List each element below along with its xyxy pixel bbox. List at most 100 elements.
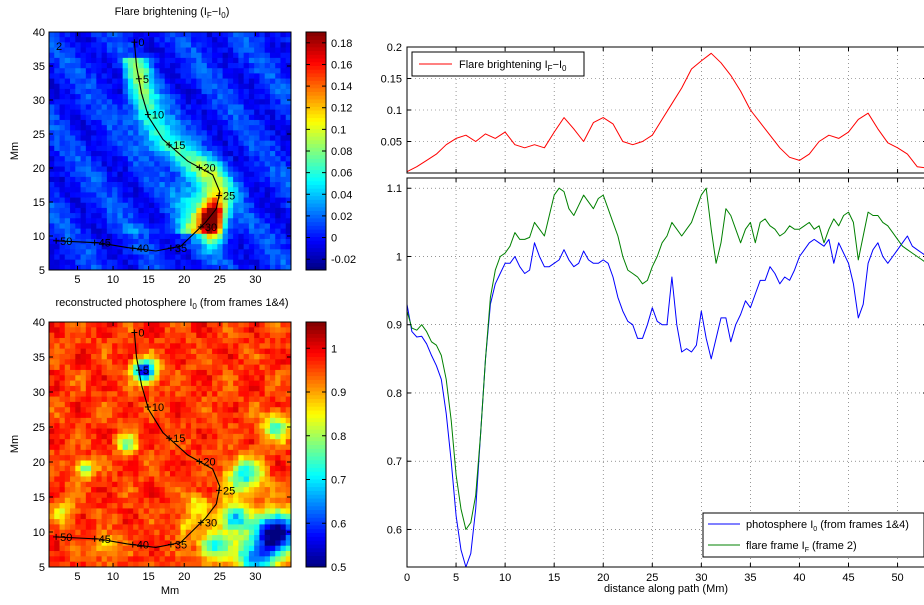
heatmap-cell (233, 481, 239, 488)
heatmap-cell (238, 497, 245, 504)
heatmap-cell (80, 322, 87, 328)
heatmap-cell (96, 114, 103, 121)
heatmap-cell (259, 130, 266, 136)
heatmap-cell (201, 145, 208, 152)
heatmap-cell (164, 238, 171, 245)
heatmap-cell (222, 391, 229, 397)
heatmap-cell (227, 551, 234, 557)
heatmap-cell (49, 561, 55, 568)
heatmap-cell (85, 444, 92, 451)
heatmap-cell (143, 529, 150, 536)
heatmap-cell (269, 145, 276, 152)
heatmap-cell (170, 104, 176, 110)
heatmap-cell (196, 337, 202, 344)
heatmap-cell (148, 551, 155, 557)
heatmap-cell (264, 244, 271, 250)
heatmap-cell (138, 135, 145, 142)
heatmap-cell (212, 508, 218, 515)
heatmap-cell (101, 460, 108, 467)
heatmap-cell (280, 213, 287, 219)
heatmap-cell (49, 37, 55, 43)
heatmap-cell (227, 556, 234, 563)
heatmap-cell (133, 130, 139, 136)
heatmap-cell (280, 460, 287, 467)
heatmap-cell (96, 380, 103, 387)
heatmap-cell (138, 343, 145, 350)
heatmap-cell (233, 156, 239, 162)
heatmap-cell (96, 187, 103, 193)
heatmap-cell (91, 78, 97, 85)
heatmap-cell (233, 238, 239, 245)
heatmap-cell (222, 545, 229, 552)
heatmap-cell (196, 385, 202, 392)
heatmap-cell (170, 249, 176, 255)
heatmap-cell (269, 238, 276, 245)
heatmap-cell (133, 332, 139, 339)
heatmap-cell (85, 449, 92, 456)
heatmap-cell (164, 114, 171, 121)
heatmap-cell (185, 94, 192, 100)
heatmap-cell (259, 156, 266, 162)
heatmap-cell (101, 556, 108, 563)
heatmap-cell (85, 412, 92, 419)
heatmap-cell (143, 417, 150, 424)
heatmap-cell (85, 145, 92, 152)
heatmap-cell (85, 78, 92, 85)
heatmap-cell (280, 465, 287, 472)
heatmap-cell (91, 561, 97, 568)
heatmap-cell (138, 412, 145, 419)
heatmap-cell (180, 218, 187, 224)
heatmap-cell (54, 63, 60, 69)
heatmap-cell (138, 83, 145, 90)
heatmap-cell (85, 471, 92, 477)
heatmap-cell (127, 83, 134, 90)
colorbar-tick-label: 0 (331, 233, 337, 245)
heatmap-cell (148, 202, 155, 209)
heatmap-cell (217, 223, 224, 229)
heatmap-cell (254, 104, 260, 110)
heatmap-cell (127, 439, 134, 445)
colorbar-cell (306, 536, 326, 541)
heatmap-cell (117, 391, 124, 397)
heatmap-cell (238, 151, 245, 157)
heatmap-cell (170, 513, 176, 520)
heatmap-cell (127, 151, 134, 157)
heatmap-cell (101, 439, 108, 445)
heatmap-cell (112, 551, 118, 557)
heatmap-cell (122, 524, 129, 531)
heatmap-cell (75, 88, 81, 95)
heatmap-cell (164, 176, 171, 183)
heatmap-cell (222, 140, 229, 147)
heatmap-cell (206, 244, 213, 250)
heatmap-cell (285, 492, 292, 499)
heatmap-cell (259, 433, 266, 440)
heatmap-cell (285, 37, 292, 43)
heatmap-cell (85, 238, 92, 245)
heatmap-cell (206, 140, 213, 147)
heatmap-cell (143, 135, 150, 142)
heatmap-cell (164, 109, 171, 116)
heatmap-cell (275, 73, 281, 79)
heatmap-cell (275, 156, 281, 162)
heatmap-cell (222, 471, 229, 477)
heatmap-cell (75, 187, 81, 193)
heatmap-cell (275, 145, 281, 152)
heatmap-cell (201, 233, 208, 240)
heatmap-cell (170, 187, 176, 193)
heatmap-cell (164, 460, 171, 467)
heatmap-cell (201, 375, 208, 381)
heatmap-cell (154, 207, 160, 214)
heatmap-cell (233, 47, 239, 54)
heatmap-cell (143, 460, 150, 467)
heatmap-cell (222, 449, 229, 456)
heatmap-cell (212, 182, 218, 188)
heatmap-cell (275, 332, 281, 339)
heatmap-cell (112, 114, 118, 121)
heatmap-cell (143, 218, 150, 224)
heatmap-cell (122, 439, 129, 445)
heatmap-cell (191, 364, 197, 371)
heatmap-cell (159, 171, 166, 178)
heatmap-cell (238, 37, 245, 43)
heatmap-cell (238, 322, 245, 328)
